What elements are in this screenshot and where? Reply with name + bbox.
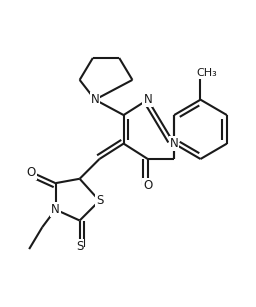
Text: O: O xyxy=(143,179,152,192)
Text: N: N xyxy=(51,203,60,216)
Text: S: S xyxy=(76,240,83,253)
Text: N: N xyxy=(143,93,152,106)
Text: N: N xyxy=(91,93,99,106)
Text: N: N xyxy=(170,137,178,150)
Text: S: S xyxy=(96,194,103,207)
Text: CH₃: CH₃ xyxy=(197,68,217,78)
Text: O: O xyxy=(27,166,36,179)
